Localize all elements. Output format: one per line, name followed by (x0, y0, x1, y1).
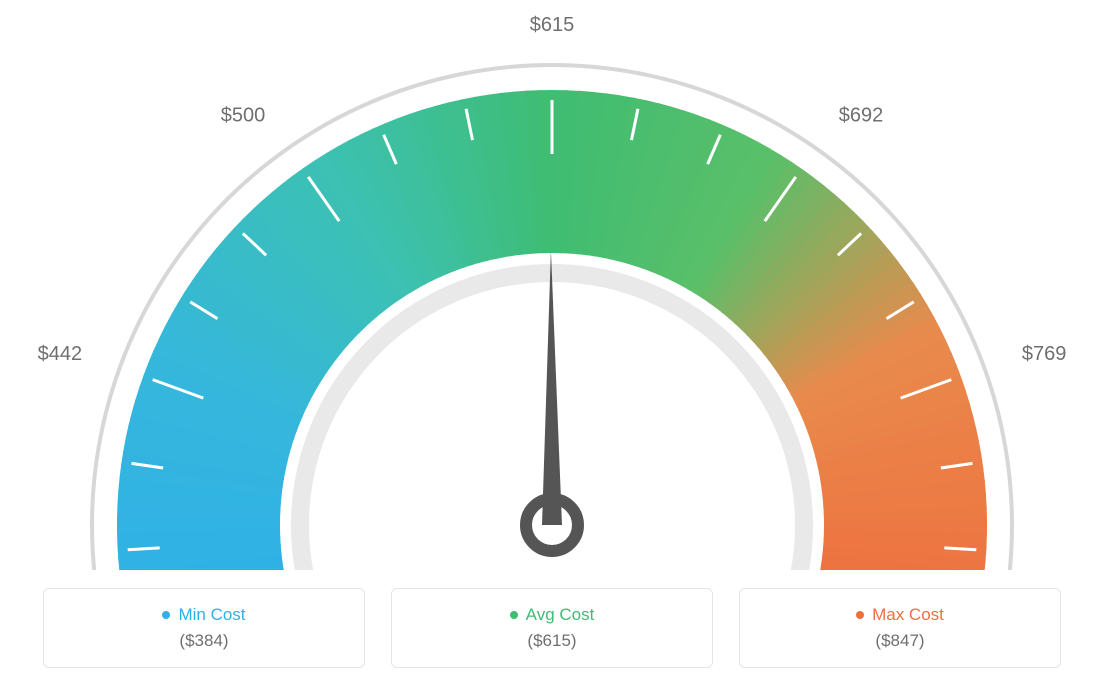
avg-cost-value: ($615) (527, 631, 576, 651)
summary-cards: Min Cost ($384) Avg Cost ($615) Max Cost… (0, 588, 1104, 668)
min-cost-label: Min Cost (178, 605, 245, 625)
tick-label: $442 (38, 343, 83, 365)
max-cost-title: Max Cost (856, 605, 944, 625)
avg-cost-title: Avg Cost (510, 605, 595, 625)
min-dot-icon (162, 611, 170, 619)
tick-label: $615 (530, 14, 575, 36)
tick-label: $769 (1022, 343, 1067, 365)
gauge-area: $384$442$500$615$692$769$847 (0, 0, 1104, 570)
tick-label: $692 (839, 104, 884, 126)
min-cost-title: Min Cost (162, 605, 245, 625)
cost-gauge-chart: $384$442$500$615$692$769$847 Min Cost ($… (0, 0, 1104, 690)
gauge-svg: $384$442$500$615$692$769$847 (0, 0, 1104, 570)
needle (542, 250, 562, 525)
max-dot-icon (856, 611, 864, 619)
tick-label: $500 (221, 104, 266, 126)
max-cost-label: Max Cost (872, 605, 944, 625)
max-cost-value: ($847) (875, 631, 924, 651)
min-cost-value: ($384) (179, 631, 228, 651)
max-cost-card: Max Cost ($847) (739, 588, 1061, 668)
avg-cost-label: Avg Cost (526, 605, 595, 625)
min-cost-card: Min Cost ($384) (43, 588, 365, 668)
avg-dot-icon (510, 611, 518, 619)
avg-cost-card: Avg Cost ($615) (391, 588, 713, 668)
